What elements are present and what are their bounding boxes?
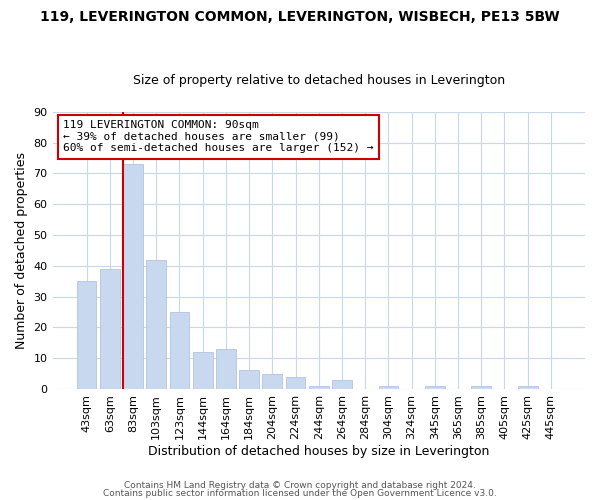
Bar [332,380,352,389]
Bar [170,312,190,389]
Bar [146,260,166,389]
Bar [518,386,538,389]
Title: Size of property relative to detached houses in Leverington: Size of property relative to detached ho… [133,74,505,87]
Bar [262,374,282,389]
Bar [239,370,259,389]
Bar [472,386,491,389]
Text: 119 LEVERINGTON COMMON: 90sqm
← 39% of detached houses are smaller (99)
60% of s: 119 LEVERINGTON COMMON: 90sqm ← 39% of d… [63,120,374,154]
Bar [425,386,445,389]
Text: Contains public sector information licensed under the Open Government Licence v3: Contains public sector information licen… [103,488,497,498]
X-axis label: Distribution of detached houses by size in Leverington: Distribution of detached houses by size … [148,444,490,458]
Bar [123,164,143,389]
Bar [379,386,398,389]
Bar [309,386,329,389]
Text: 119, LEVERINGTON COMMON, LEVERINGTON, WISBECH, PE13 5BW: 119, LEVERINGTON COMMON, LEVERINGTON, WI… [40,10,560,24]
Bar [193,352,212,389]
Bar [216,349,236,389]
Bar [286,376,305,389]
Bar [100,269,119,389]
Text: Contains HM Land Registry data © Crown copyright and database right 2024.: Contains HM Land Registry data © Crown c… [124,481,476,490]
Bar [77,281,97,389]
Y-axis label: Number of detached properties: Number of detached properties [15,152,28,349]
